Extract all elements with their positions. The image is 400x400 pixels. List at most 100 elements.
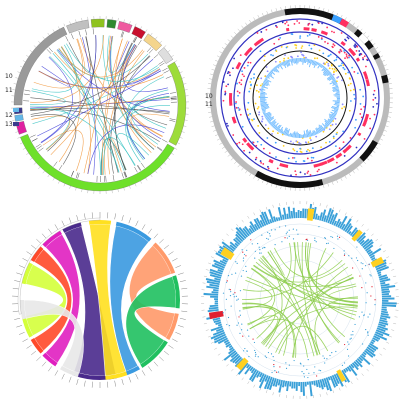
- track-point: [359, 113, 362, 115]
- track-point: [353, 93, 355, 96]
- track-point: [322, 130, 325, 133]
- track-point: [315, 135, 318, 138]
- chromosome-segment: [131, 26, 146, 40]
- tick-mark: [363, 161, 366, 164]
- ribbon-end-arc: [125, 365, 140, 376]
- histogram-bar: [371, 339, 376, 343]
- track-point: [267, 127, 270, 130]
- histogram-bar: [258, 374, 267, 389]
- tick-mark: [265, 390, 268, 394]
- histogram-bar: [355, 359, 363, 368]
- track-point: [299, 171, 302, 174]
- chord-link: [120, 42, 155, 150]
- outer-color-block: [358, 33, 369, 45]
- track-point: [260, 77, 263, 80]
- histogram-bar: [366, 346, 375, 354]
- track-point: [365, 65, 367, 68]
- gene-label-mark: [157, 146, 163, 151]
- track-point: [276, 167, 279, 170]
- inner-histogram-bar: [312, 60, 315, 66]
- tick-mark: [69, 21, 71, 25]
- genome-link: [242, 280, 273, 310]
- track-point: [331, 123, 334, 126]
- tick-mark: [22, 147, 26, 150]
- histogram-bar: [298, 381, 300, 387]
- tick-mark: [205, 329, 209, 331]
- track-point: [312, 156, 315, 159]
- track-point: [229, 74, 231, 77]
- track-point: [241, 143, 244, 146]
- chord-link: [126, 89, 169, 161]
- chord-link: [42, 129, 84, 171]
- track-point: [235, 106, 238, 109]
- scatter-point: [335, 350, 337, 353]
- track-point: [332, 135, 335, 138]
- tick-mark: [271, 183, 273, 187]
- tick-mark: [375, 238, 379, 242]
- ribbon: [44, 233, 81, 364]
- tick-mark: [257, 178, 260, 181]
- track-point: [249, 87, 252, 90]
- histogram-bar: [206, 280, 220, 286]
- histogram-bar: [250, 370, 259, 382]
- inner-histogram-bar: [298, 58, 300, 62]
- chord-link: [103, 95, 170, 175]
- outer-dark-block: [359, 140, 378, 162]
- chord-link: [58, 48, 144, 78]
- inner-histogram-bar: [291, 132, 294, 138]
- inner-histogram-bar: [322, 68, 328, 74]
- scatter-point: [285, 233, 287, 235]
- track-point: [243, 75, 245, 78]
- histogram-bar: [351, 362, 359, 371]
- scatter-point: [360, 262, 362, 264]
- inner-histogram-bar: [324, 122, 329, 127]
- track-point: [355, 146, 358, 149]
- scatter-point: [257, 242, 259, 245]
- tick-mark: [38, 40, 41, 44]
- chord-link: [125, 104, 171, 163]
- gene-label-mark: [165, 76, 172, 79]
- chord-link: [30, 105, 70, 150]
- inner-histogram-bar: [260, 100, 266, 103]
- tick-mark: [75, 19, 77, 23]
- scatter-point: [350, 337, 352, 339]
- tick-mark: [174, 60, 178, 63]
- track-point: [265, 28, 268, 31]
- tick-mark: [129, 185, 131, 189]
- histogram-bar: [272, 378, 277, 387]
- ribbon-diagram: [12, 212, 188, 388]
- track-point: [302, 54, 305, 57]
- tick-mark: [81, 189, 83, 193]
- inner-histogram-bar: [322, 69, 329, 75]
- scatter-point: [367, 331, 369, 333]
- inner-histogram-bar: [332, 81, 337, 85]
- histogram-bar: [337, 221, 342, 228]
- histogram-bar: [365, 244, 374, 252]
- tick-mark: [236, 224, 239, 227]
- ribbon: [23, 299, 84, 374]
- tick-mark: [344, 175, 347, 179]
- scatter-point: [292, 238, 295, 240]
- tick-mark: [366, 228, 369, 232]
- histogram-bar: [380, 281, 386, 285]
- genome-link: [242, 242, 292, 292]
- histogram-bar: [287, 206, 292, 219]
- inner-histogram-bar: [293, 131, 296, 138]
- scatter-point: [314, 239, 316, 242]
- track-point: [347, 37, 350, 40]
- track-point: [322, 52, 325, 55]
- track-point: [342, 130, 345, 133]
- histogram-bar: [308, 381, 313, 397]
- inner-histogram-bar: [270, 70, 276, 75]
- scatter-point: [229, 289, 232, 291]
- tick-ring: [201, 201, 399, 399]
- inner-histogram-bar: [276, 64, 280, 69]
- tick-mark: [386, 341, 390, 344]
- track-point: [227, 83, 230, 86]
- histogram-bar: [246, 363, 251, 369]
- scatter-point: [259, 249, 261, 251]
- track-point: [316, 57, 319, 60]
- track-point: [225, 85, 228, 88]
- track-point: [369, 117, 371, 120]
- track-point: [255, 144, 258, 147]
